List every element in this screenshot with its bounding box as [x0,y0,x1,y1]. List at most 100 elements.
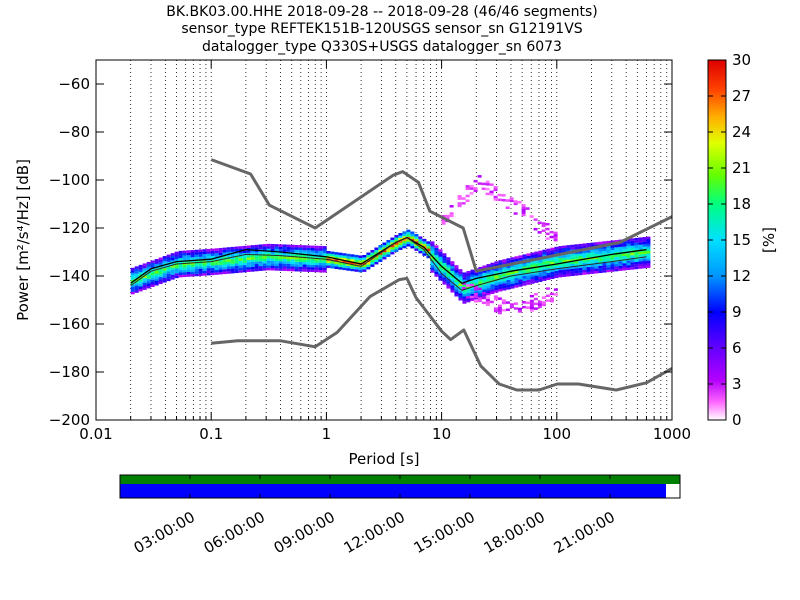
density-cell [426,253,431,256]
density-cell [550,247,555,251]
density-cell [473,295,478,298]
density-cell [446,283,451,287]
density-cell [322,248,327,251]
density-cell [202,249,207,252]
density-cell [533,302,538,306]
density-cell [541,229,546,232]
density-cell [541,296,546,299]
density-cell [210,258,215,261]
density-cell [526,272,531,276]
density-cell [290,261,295,265]
density-cell [462,277,467,280]
density-cell [266,260,271,264]
density-cell [494,280,499,284]
density-cell [526,277,531,280]
density-cell [214,269,219,273]
x-tick-label: 0.1 [199,425,223,443]
density-cell [554,265,559,269]
density-cell [346,263,351,266]
density-cell [482,289,487,292]
density-cell [430,253,435,256]
y-tick-label: −200 [49,411,90,429]
density-cell [525,301,530,305]
density-cell [534,273,539,276]
density-cell [494,285,499,288]
density-cell [626,248,631,251]
density-cell [374,249,379,253]
density-cell [170,262,175,266]
density-cell [446,269,451,272]
density-cell [382,256,387,260]
density-cell [306,245,311,248]
density-cell [553,238,558,242]
density-cell [598,260,603,264]
density-cell [226,268,231,272]
density-cell [218,250,223,253]
density-cell [554,251,559,255]
density-cell [310,264,315,268]
density-cell [626,267,631,271]
density-cell [521,206,526,210]
density-cell [546,275,551,278]
density-cell [594,270,599,274]
density-cell [521,204,526,207]
density-cell [382,252,387,255]
density-cell [166,276,171,279]
density-cell [206,253,211,257]
density-cell [386,244,391,248]
density-cell [586,245,591,248]
density-cell [270,243,275,247]
density-cell [473,292,478,296]
density-cell [518,276,523,280]
density-cell [146,283,151,287]
density-cell [402,236,407,239]
density-cell [457,195,462,198]
density-cell [378,245,383,248]
density-cell [534,253,539,257]
density-cell [537,303,542,306]
density-cell [438,251,443,255]
density-cell [598,270,603,274]
density-cell [622,263,627,266]
density-cell [578,253,583,256]
density-cell [598,256,603,259]
density-cell [458,276,463,279]
density-cell [426,246,431,249]
density-cell [138,286,143,289]
density-cell [254,252,259,255]
density-cell [566,266,571,270]
density-cell [286,266,291,269]
density-cell [530,276,535,280]
density-cell [642,251,647,254]
density-cell [586,259,591,263]
density-cell [537,221,542,225]
density-cell [590,244,595,248]
density-cell [578,251,583,254]
density-cell [322,260,327,263]
colorbar-tick-label: 0 [732,411,742,429]
density-cell [526,275,531,278]
density-cell [529,215,534,218]
density-cell [574,246,579,250]
density-cell [338,267,343,270]
grid-layer [130,60,668,420]
density-cell [642,265,647,269]
density-cell [230,268,235,271]
density-cell [530,278,535,282]
density-cell [298,264,303,267]
density-cell [218,271,223,275]
density-cell [310,255,315,258]
density-cell [534,251,539,255]
density-cell [501,301,506,305]
density-cell [618,244,623,247]
density-cell [406,244,411,247]
density-cell [234,256,239,259]
density-cell [210,265,215,268]
density-cell [158,262,163,265]
density-cell [530,281,535,284]
density-cell [262,246,267,250]
density-cell [610,269,615,272]
density-cell [186,269,191,272]
density-cell [238,258,243,261]
density-cell [634,237,639,241]
